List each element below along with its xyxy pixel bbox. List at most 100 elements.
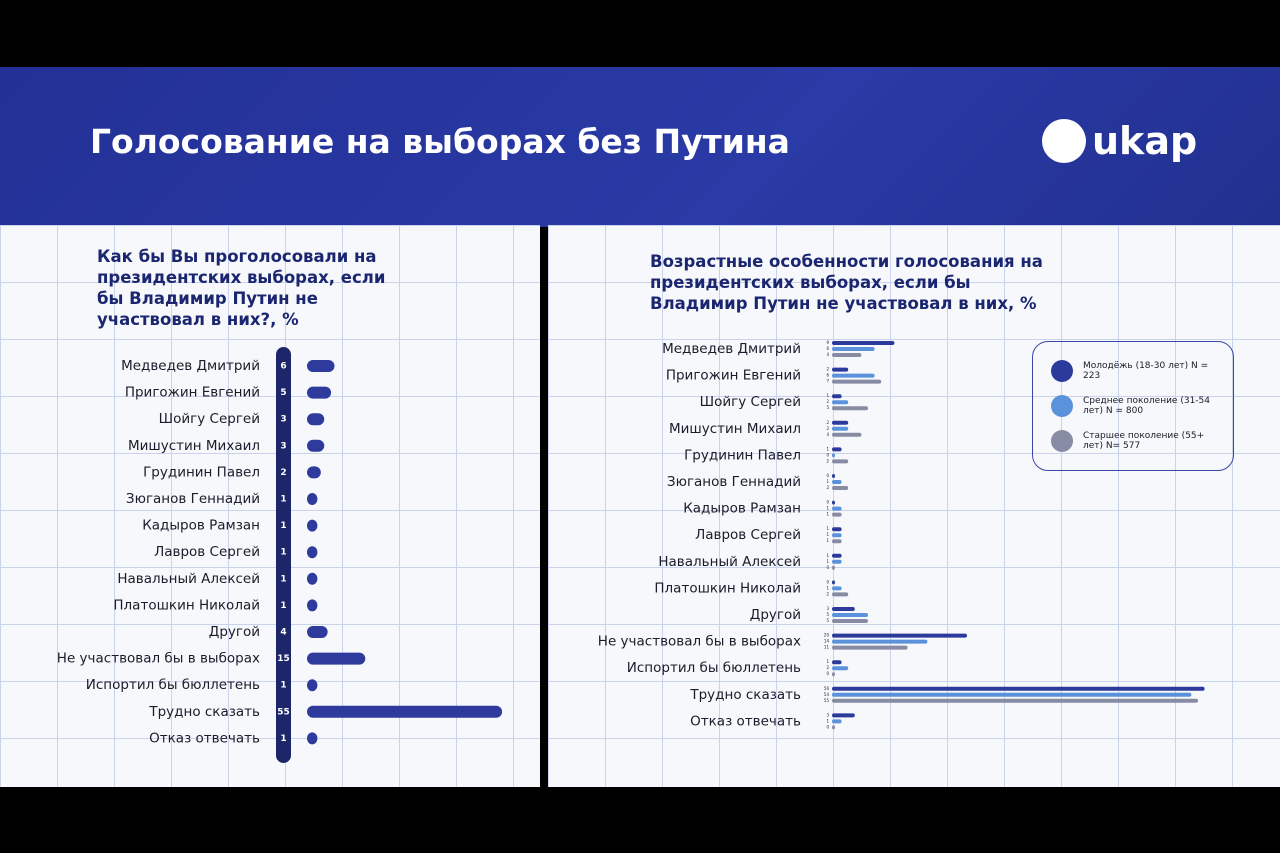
- bar: [832, 353, 862, 357]
- value-label: 7: [826, 379, 829, 384]
- bar: [832, 347, 875, 351]
- category-label: Грудинин Павел: [684, 447, 801, 463]
- value-label: 2: [826, 665, 829, 670]
- left-panel: [0, 225, 540, 787]
- logo-icon: [1042, 119, 1086, 163]
- value-label: 5: [280, 388, 286, 398]
- bar: [307, 466, 321, 479]
- bar: [832, 639, 928, 644]
- bar: [307, 519, 318, 532]
- value-label: 6: [280, 362, 286, 372]
- value-label: 15: [277, 654, 290, 664]
- category-label: Навальный Алексей: [117, 571, 260, 587]
- bar: [832, 553, 842, 558]
- bar: [307, 546, 318, 559]
- bar: [832, 719, 842, 724]
- value-label: 2: [826, 399, 829, 404]
- value-label: 1: [826, 532, 829, 537]
- label-strip: [276, 347, 291, 763]
- value-label: 5: [826, 612, 829, 617]
- bar: [832, 341, 895, 345]
- legend-item: Старшее поколение (55+ лет) N= 577: [1051, 430, 1221, 452]
- bar: [832, 459, 849, 464]
- bar: [832, 400, 849, 405]
- bar: [307, 360, 335, 372]
- header: Голосование на выборах без Путина ukap: [0, 67, 1280, 227]
- page-title: Голосование на выборах без Путина: [90, 122, 790, 161]
- value-label: 1: [826, 718, 829, 723]
- value-label: 3: [826, 712, 829, 717]
- category-label: Кадыров Рамзан: [683, 501, 801, 517]
- legend-label: Старшее поколение (55+ лет) N= 577: [1083, 431, 1205, 451]
- category-label: Отказ отвечать: [690, 713, 801, 729]
- value-label: 2: [826, 591, 829, 596]
- bar: [307, 626, 328, 638]
- legend-item: Среднее поколение (31-54 лет) N = 800: [1051, 395, 1221, 417]
- category-label: Пригожин Евгений: [666, 368, 801, 384]
- bar: [832, 559, 842, 564]
- value-label: 56: [824, 686, 830, 691]
- value-label: 1: [826, 585, 829, 590]
- value-label: 2: [280, 468, 286, 478]
- value-label: 1: [280, 574, 286, 584]
- category-label: Трудно сказать: [148, 704, 260, 720]
- category-label: Навальный Алексей: [658, 554, 801, 570]
- value-label: 0: [826, 579, 829, 584]
- category-label: Медведев Дмитрий: [662, 341, 801, 357]
- value-label: 4: [280, 628, 286, 638]
- value-label: 20: [824, 633, 830, 638]
- value-label: 1: [826, 659, 829, 664]
- bar: [832, 619, 868, 623]
- bar: [832, 660, 842, 665]
- value-label: 1: [826, 538, 829, 543]
- bar: [832, 692, 1192, 697]
- value-label: 4: [826, 432, 829, 437]
- value-label: 2: [826, 485, 829, 490]
- category-label: Отказ отвечать: [149, 730, 260, 746]
- category-label: Платошкин Николай: [654, 580, 801, 596]
- value-label: 1: [280, 734, 286, 744]
- legend-swatch: [1051, 360, 1073, 382]
- category-label: Не участвовал бы в выборах: [57, 651, 260, 667]
- value-label: 1: [280, 601, 286, 611]
- bar: [307, 732, 318, 745]
- bar: [832, 666, 849, 671]
- value-label: 0: [826, 473, 829, 478]
- value-label: 11: [824, 645, 830, 650]
- bar: [832, 426, 849, 431]
- value-label: 1: [826, 393, 829, 398]
- bar: [307, 493, 318, 505]
- category-label: Кадыров Рамзан: [142, 518, 260, 534]
- bar: [832, 500, 835, 505]
- value-label: 2: [826, 458, 829, 463]
- value-label: 14: [824, 639, 830, 644]
- category-label: Не участвовал бы в выборах: [598, 634, 801, 650]
- legend: Молодёжь (18-30 лет) N = 223 Среднее поко…: [1032, 341, 1234, 471]
- category-label: Шойгу Сергей: [159, 411, 260, 427]
- value-label: 1: [280, 681, 286, 691]
- value-label: 54: [824, 692, 830, 697]
- value-label: 1: [826, 559, 829, 564]
- value-label: 1: [826, 512, 829, 517]
- category-label: Мишустин Михаил: [669, 421, 801, 437]
- bar: [307, 652, 366, 665]
- bar: [832, 725, 835, 730]
- category-label: Испортил бы бюллетень: [86, 677, 260, 693]
- bar: [832, 586, 842, 591]
- value-label: 1: [826, 479, 829, 484]
- category-label: Зюганов Геннадий: [667, 474, 801, 490]
- legend-item: Молодёжь (18-30 лет) N = 223: [1051, 360, 1221, 382]
- value-label: 55: [824, 698, 830, 703]
- category-label: Шойгу Сергей: [700, 394, 801, 410]
- legend-label: Среднее поколение (31-54 лет) N = 800: [1083, 396, 1210, 416]
- value-label: 1: [826, 446, 829, 451]
- bar: [307, 413, 325, 426]
- bar: [832, 565, 835, 570]
- bar: [832, 633, 967, 638]
- value-label: 0: [826, 671, 829, 676]
- value-label: 4: [826, 352, 829, 357]
- bar: [832, 367, 849, 372]
- bar: [832, 527, 842, 532]
- category-label: Медведев Дмитрий: [121, 358, 260, 374]
